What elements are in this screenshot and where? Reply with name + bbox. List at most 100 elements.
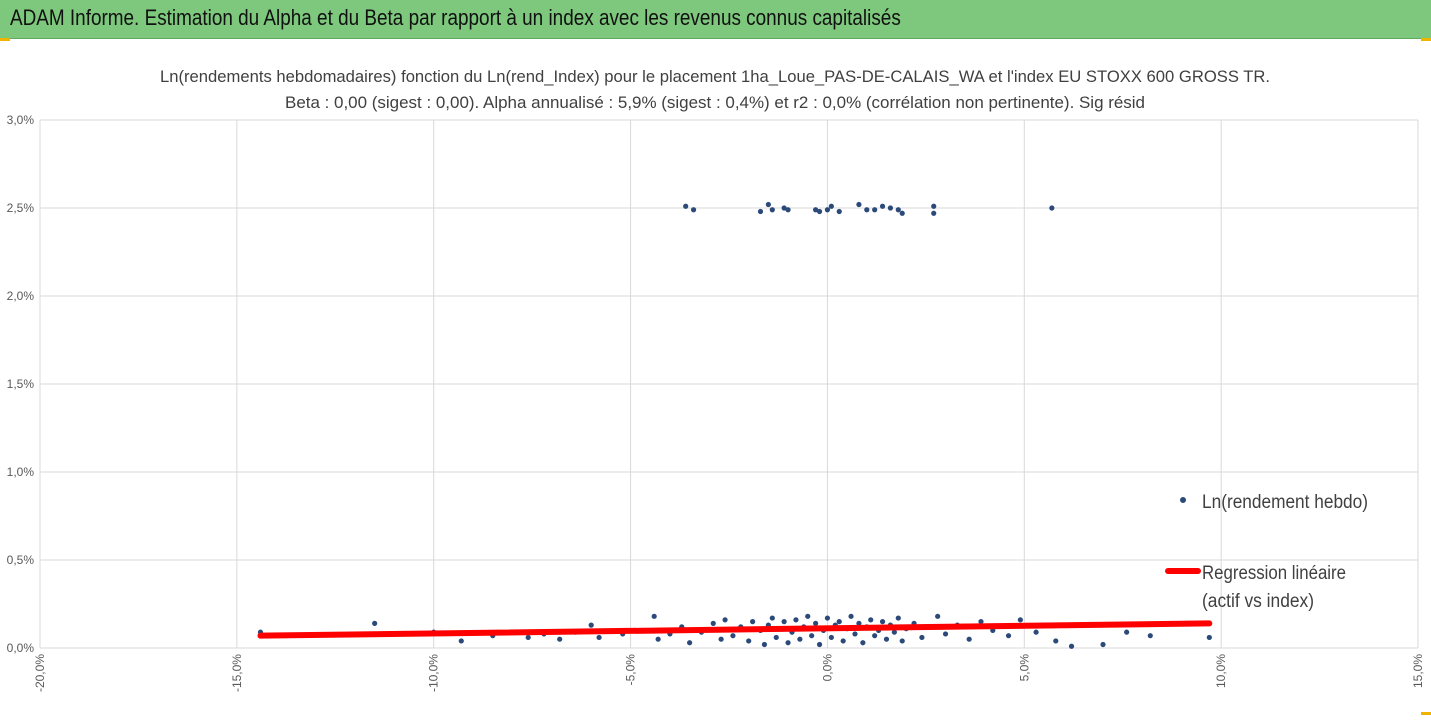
data-point	[1005, 633, 1012, 639]
data-point	[722, 617, 728, 623]
data-point	[816, 641, 823, 648]
data-point	[856, 620, 862, 626]
data-point	[879, 619, 886, 625]
x-tick-label: 0,0%	[820, 654, 834, 682]
data-point	[872, 207, 878, 213]
data-point	[828, 203, 834, 209]
data-point	[557, 636, 563, 642]
data-point	[785, 207, 791, 213]
corner-marker-top-left	[0, 38, 10, 41]
x-tick-label: -5,0%	[624, 654, 638, 686]
data-point	[773, 634, 779, 641]
scatter-chart: Ln(rendements hebdomadaires) fonction du…	[7, 67, 1425, 692]
data-point	[718, 636, 724, 642]
data-point	[690, 207, 697, 213]
data-point	[966, 636, 972, 642]
y-tick-label: 1,0%	[7, 465, 35, 479]
data-point	[588, 622, 594, 628]
data-point	[1124, 629, 1130, 635]
data-point	[525, 634, 531, 641]
data-point	[879, 203, 886, 209]
legend-label-regression-line-1: Regression linéaire	[1202, 563, 1346, 584]
data-point	[746, 638, 752, 644]
data-point	[797, 636, 803, 642]
data-point	[860, 640, 866, 646]
data-point	[868, 617, 874, 623]
data-point	[793, 617, 799, 623]
y-axis-ticks: 0,0% 0,5% 1,0% 1,5% 2,0% 2,5% 3,0%	[7, 113, 35, 655]
data-point	[813, 620, 819, 626]
data-point	[895, 615, 901, 621]
y-tick-label: 2,0%	[7, 289, 35, 303]
x-tick-label: -20,0%	[33, 654, 47, 692]
data-point	[935, 613, 941, 619]
data-point	[1206, 634, 1212, 641]
y-tick-label: 3,0%	[7, 113, 35, 127]
x-axis-ticks: -20,0% -15,0% -10,0% -5,0% 0,0% 5,0% 10,0% 15,0…	[33, 654, 1425, 692]
data-point	[856, 201, 862, 208]
data-point	[785, 640, 791, 646]
data-point	[931, 210, 937, 216]
data-point	[805, 613, 811, 619]
legend-label-points: Ln(rendement hebdo)	[1202, 492, 1368, 513]
data-point	[683, 203, 689, 209]
data-point	[651, 613, 657, 619]
data-point	[852, 631, 858, 637]
x-tick-label: 10,0%	[1214, 654, 1228, 688]
data-point	[828, 634, 834, 641]
legend: Ln(rendement hebdo) Regression linéaire (a…	[1165, 492, 1368, 612]
data-point	[883, 636, 890, 642]
data-point	[1100, 641, 1106, 648]
scatter-points	[257, 201, 1212, 649]
grid-lines	[39, 119, 1419, 649]
data-point	[1017, 617, 1023, 623]
data-point	[931, 203, 937, 209]
data-point	[769, 615, 775, 621]
chart-title-line-2: Beta : 0,00 (sigest : 0,00). Alpha annua…	[285, 93, 1145, 112]
data-point	[899, 638, 905, 644]
data-point	[1049, 205, 1055, 211]
data-point	[919, 634, 925, 641]
data-point	[840, 638, 846, 644]
data-point	[1053, 638, 1059, 644]
chart-frame: Ln(rendements hebdomadaires) fonction du…	[0, 38, 1431, 722]
report-title: ADAM Informe. Estimation du Alpha et du …	[10, 5, 901, 30]
report-banner: ADAM Informe. Estimation du Alpha et du …	[0, 0, 1431, 39]
x-tick-label: 5,0%	[1017, 654, 1031, 682]
data-point	[750, 619, 756, 625]
corner-marker-top-right	[1421, 38, 1431, 41]
x-tick-label: 15,0%	[1411, 654, 1425, 688]
data-point	[895, 207, 901, 213]
data-point	[824, 615, 831, 621]
data-point	[458, 638, 464, 644]
data-point	[1068, 643, 1075, 649]
data-point	[372, 620, 378, 626]
data-point	[816, 208, 823, 215]
data-point	[757, 208, 764, 215]
y-tick-label: 2,5%	[7, 201, 35, 215]
legend-marker-points	[1180, 497, 1186, 503]
y-tick-label: 0,5%	[7, 553, 35, 567]
data-point	[891, 629, 897, 635]
data-point	[596, 634, 602, 641]
data-point	[813, 207, 819, 213]
data-point	[836, 208, 842, 215]
chart-title-line-1: Ln(rendements hebdomadaires) fonction du…	[160, 67, 1270, 86]
data-point	[809, 633, 815, 639]
data-point	[824, 207, 831, 213]
data-point	[769, 207, 775, 213]
x-tick-label: -15,0%	[230, 654, 244, 692]
data-point	[836, 619, 842, 625]
x-tick-label: -10,0%	[427, 654, 441, 692]
data-point	[872, 633, 878, 639]
regression-line-group	[257, 620, 1213, 639]
data-point	[781, 205, 787, 211]
data-point	[730, 633, 736, 639]
y-tick-label: 1,5%	[7, 377, 35, 391]
data-point	[942, 631, 949, 637]
data-point	[864, 207, 870, 213]
data-point	[848, 613, 854, 619]
data-point	[1147, 633, 1153, 639]
data-point	[655, 636, 661, 642]
legend-label-regression-line-2: (actif vs index)	[1202, 591, 1314, 612]
